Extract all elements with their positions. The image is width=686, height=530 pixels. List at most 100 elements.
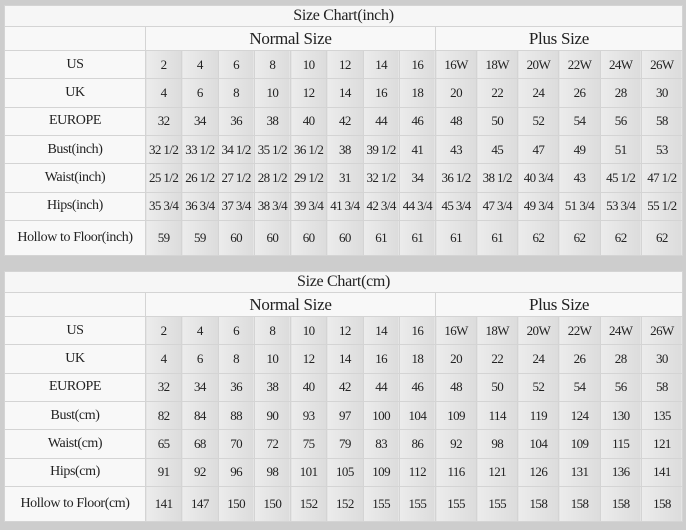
size-cell: 50	[476, 372, 519, 402]
size-cell: 59	[181, 220, 219, 256]
group-normal-size: Normal Size	[145, 292, 436, 317]
size-cell: 58	[640, 372, 684, 402]
size-chart-inch: Size Chart(inch) Normal Size Plus Size US 2 4…	[4, 5, 683, 256]
size-cell: 26 1/2	[181, 163, 219, 193]
size-cell: 32 1/2	[144, 134, 183, 165]
group-plus-size: Plus Size	[435, 26, 683, 51]
size-cell: 141	[640, 457, 684, 488]
size-cell: 22W	[558, 315, 601, 346]
size-cell: 49 3/4	[517, 191, 560, 222]
size-cell: 33 1/2	[181, 134, 219, 165]
size-cell: 51	[599, 134, 642, 165]
size-cell: 50	[476, 106, 519, 136]
size-cell: 16W	[434, 49, 478, 80]
size-cell: 14	[362, 49, 400, 80]
size-cell: 60	[326, 220, 364, 256]
size-cell: 98	[253, 457, 292, 488]
row-label: Hollow to Floor(cm)	[4, 486, 146, 522]
table-row: UK 4 6 8 10 12 14 16 18 20 22 24 26 28 30	[4, 344, 684, 374]
size-cell: 136	[599, 457, 642, 488]
size-cell: 93	[289, 400, 328, 431]
row-label: Bust(cm)	[4, 400, 146, 431]
table-row: Hips(cm) 91 92 96 98 101 105 109 112 116 121 126 131…	[4, 457, 684, 488]
size-cell: 115	[599, 429, 642, 459]
size-cell: 54	[558, 106, 601, 136]
size-cell: 155	[476, 486, 519, 522]
size-cell: 37 3/4	[217, 191, 255, 222]
row-label: Waist(cm)	[4, 429, 146, 459]
size-cell: 14	[362, 315, 400, 346]
size-cell: 62	[599, 220, 642, 256]
size-cell: 31	[326, 163, 364, 193]
size-cell: 6	[181, 344, 219, 374]
size-cell: 49	[558, 134, 601, 165]
size-cell: 105	[326, 457, 364, 488]
size-cell: 52	[517, 372, 560, 402]
size-cell: 59	[144, 220, 183, 256]
row-label: US	[4, 49, 146, 80]
size-cell: 53 3/4	[599, 191, 642, 222]
size-cell: 158	[640, 486, 684, 522]
size-cell: 34	[398, 163, 437, 193]
size-cell: 16	[362, 78, 400, 108]
size-cell: 147	[181, 486, 219, 522]
size-cell: 38	[326, 134, 364, 165]
size-cell: 98	[476, 429, 519, 459]
row-label: Hips(cm)	[4, 457, 146, 488]
size-cell: 8	[217, 344, 255, 374]
size-cell: 20	[434, 78, 478, 108]
size-cell: 22	[476, 344, 519, 374]
size-cell: 38	[253, 106, 292, 136]
row-label: Hips(inch)	[4, 191, 146, 222]
size-cell: 61	[398, 220, 437, 256]
size-cell: 155	[434, 486, 478, 522]
size-cell: 24	[517, 344, 560, 374]
size-cell: 6	[217, 315, 255, 346]
size-cell: 24	[517, 78, 560, 108]
size-cell: 40	[289, 106, 328, 136]
row-label: Waist(inch)	[4, 163, 146, 193]
size-cell: 40 3/4	[517, 163, 560, 193]
row-label: Bust(inch)	[4, 134, 146, 165]
size-cell: 61	[476, 220, 519, 256]
size-cell: 35 1/2	[253, 134, 292, 165]
size-cell: 100	[362, 400, 400, 431]
size-cell: 109	[434, 400, 478, 431]
size-cell: 20W	[517, 315, 560, 346]
size-cell: 104	[398, 400, 437, 431]
size-cell: 8	[217, 78, 255, 108]
size-cell: 109	[558, 429, 601, 459]
size-cell: 48	[434, 372, 478, 402]
row-label: US	[4, 315, 146, 346]
size-cell: 38	[253, 372, 292, 402]
size-cell: 2	[144, 315, 183, 346]
size-cell: 112	[398, 457, 437, 488]
size-cell: 22	[476, 78, 519, 108]
size-cell: 41 3/4	[326, 191, 364, 222]
size-cell: 116	[434, 457, 478, 488]
table-row: Hips(inch) 35 3/4 36 3/4 37 3/4 38 3/4 39 3/4…	[4, 191, 683, 222]
size-cell: 36 3/4	[181, 191, 219, 222]
size-cell: 16	[398, 49, 437, 80]
size-cell: 18W	[476, 49, 519, 80]
row-label: UK	[4, 78, 146, 108]
size-cell: 44 3/4	[398, 191, 437, 222]
size-cell: 60	[289, 220, 328, 256]
size-cell: 18	[398, 344, 437, 374]
size-cell: 24W	[599, 315, 642, 346]
size-cell: 18W	[476, 315, 519, 346]
row-label: UK	[4, 344, 146, 374]
table-row: EUROPE 32 34 36 38 40 42 44 46 48 50 52 54 56 58	[4, 106, 683, 136]
size-cell: 150	[253, 486, 292, 522]
size-cell: 16	[398, 315, 437, 346]
size-cell: 26	[558, 78, 601, 108]
corner-cell	[4, 26, 146, 51]
size-chart-cm: Size Chart(cm) Normal Size Plus Size US 2 4 6 8…	[3, 271, 684, 522]
size-cell: 47	[517, 134, 560, 165]
group-normal-size: Normal Size	[145, 26, 436, 51]
size-cell: 42	[326, 106, 364, 136]
size-cell: 114	[476, 400, 519, 431]
size-cell: 28	[599, 344, 642, 374]
size-cell: 26W	[640, 315, 684, 346]
group-plus-size: Plus Size	[434, 292, 684, 317]
